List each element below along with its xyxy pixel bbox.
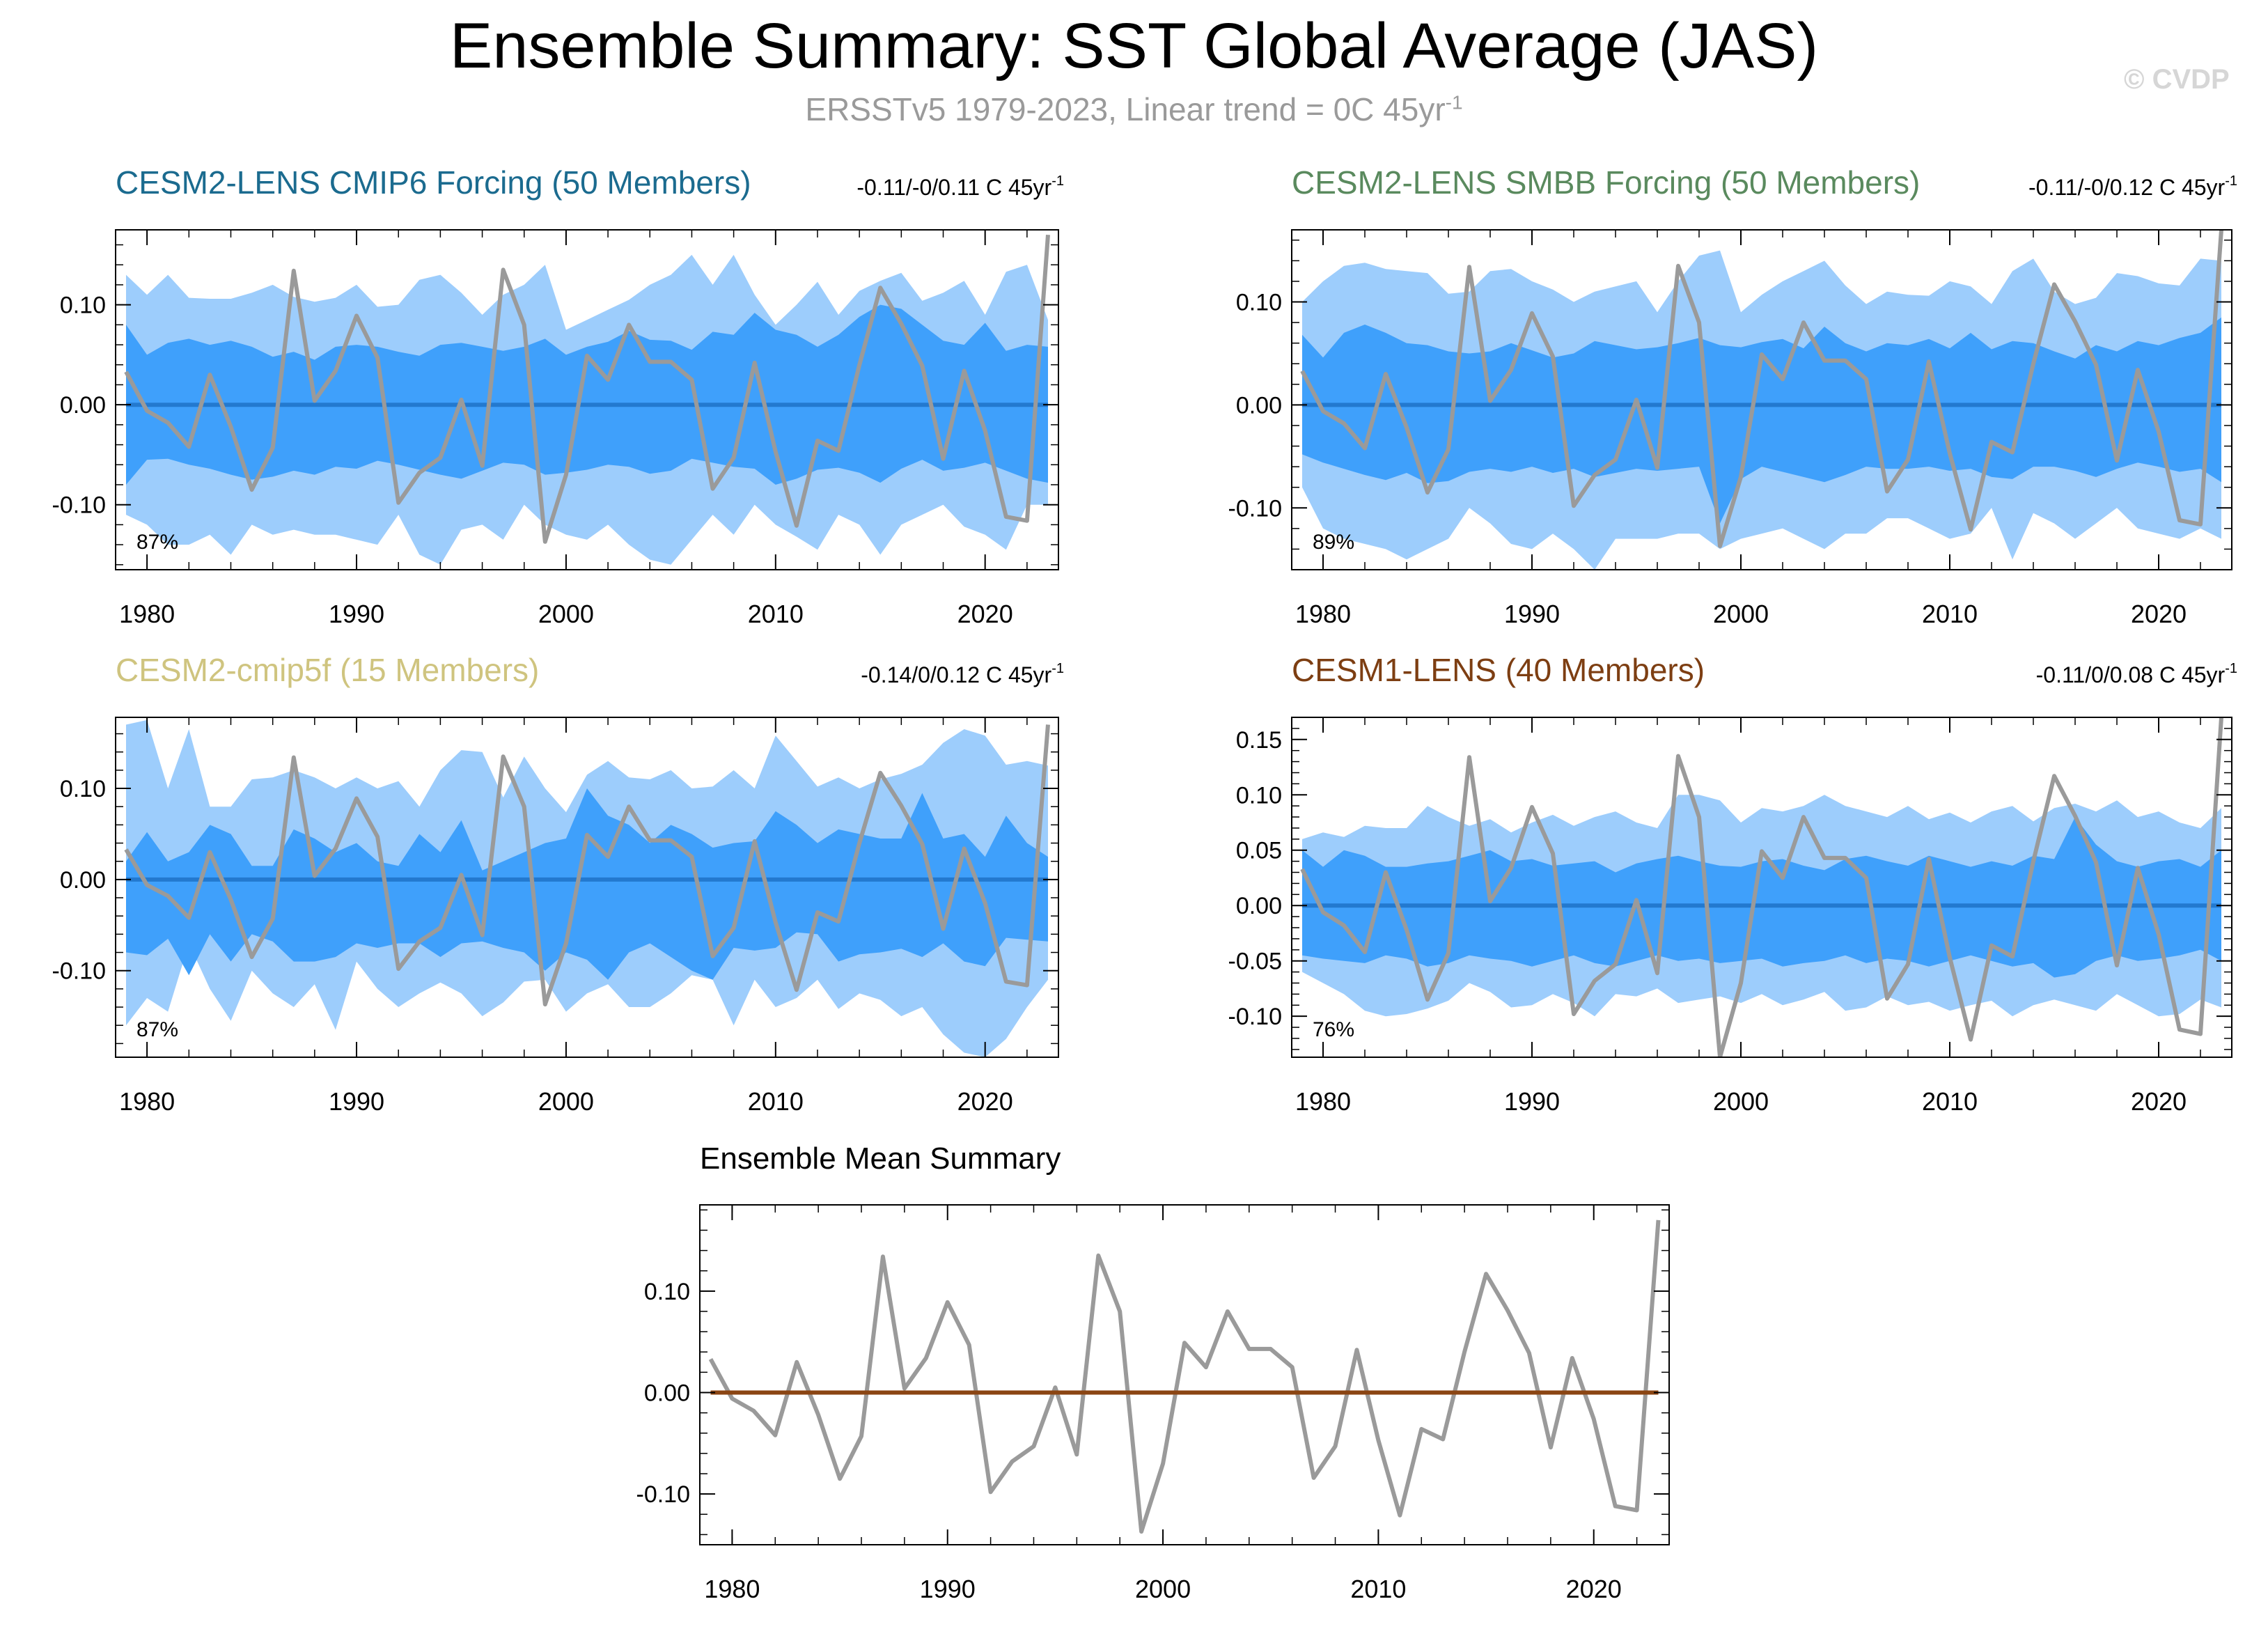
plot-area: [124, 719, 1050, 1057]
page-subtitle: ERSSTv5 1979-2023, Linear trend = 0C 45y…: [0, 91, 2268, 128]
trend-label: -0.11/-0/0.11 C 45yr-1: [857, 173, 1064, 200]
observations-line: [124, 724, 1050, 1007]
y-tick-label: -0.05: [1228, 949, 1283, 975]
x-tick-label: 2010: [1922, 600, 1978, 628]
plot-frame: [115, 229, 1059, 570]
y-tick-label: 0.10: [1236, 290, 1282, 316]
x-tick-label: 1980: [119, 600, 175, 628]
observations-line: [1300, 717, 2223, 1057]
plot-area: [1300, 717, 2223, 1057]
x-tick-label: 2000: [1713, 1087, 1769, 1116]
x-tick-label: 2000: [538, 1087, 594, 1116]
percent-label: 87%: [136, 531, 178, 554]
y-tick-label: -0.10: [52, 958, 107, 985]
plot-frame: [115, 717, 1059, 1058]
x-tick-label: 2020: [957, 600, 1013, 628]
chart-panel-1: -0.10 0.00 0.10 1980 1990 2000 2010 2020 CESM2-L…: [52, 164, 1065, 628]
percent-label: 76%: [1313, 1018, 1354, 1041]
y-tick-label: -0.10: [1228, 495, 1283, 522]
inner-spread-band: [1302, 817, 2221, 978]
x-tick-label: 1980: [119, 1087, 175, 1116]
plot-frame: [1291, 229, 2232, 570]
x-tick-label: 2000: [538, 600, 594, 628]
x-tick-label: 1980: [1295, 600, 1351, 628]
chart-panel-4: -0.10 -0.05 0.00 0.05 0.10 0.15 1980 1990 2000 20…: [1228, 652, 2238, 1116]
x-tick-label: 2020: [957, 1087, 1013, 1116]
percent-label: 87%: [136, 1018, 178, 1041]
trend-exponent: -1: [2225, 173, 2237, 189]
x-tick-label: 1990: [329, 1087, 384, 1116]
plot-frame: [1291, 717, 2232, 1058]
trend-label: -0.14/0/0.12 C 45yr-1: [861, 661, 1064, 687]
observations-line: [1300, 230, 2223, 548]
subtitle-exponent: -1: [1445, 91, 1463, 114]
x-tick-label: 2020: [2131, 1087, 2187, 1116]
y-tick-label: 0.10: [60, 776, 106, 802]
chart-title: CESM1-LENS (40 Members): [1292, 652, 1705, 688]
y-tick-label: 0.00: [1236, 392, 1282, 419]
y-tick-label: -0.10: [636, 1481, 691, 1508]
x-tick-label: 2000: [1135, 1575, 1191, 1603]
x-tick-label: 2020: [1566, 1575, 1622, 1603]
inner-spread-band: [1302, 317, 2221, 524]
cvdp-watermark: © CVDP: [2124, 64, 2230, 95]
observations-line: [708, 1219, 1661, 1534]
chart-panel-5: -0.10 0.00 0.10 1980 1990 2000 2010 2020 Ensembl…: [636, 1141, 1670, 1603]
chart-panel-3: -0.10 0.00 0.10 1980 1990 2000 2010 2020 CESM2-c…: [52, 652, 1065, 1116]
plot-area: [1300, 230, 2223, 570]
x-tick-label: 2010: [748, 1087, 804, 1116]
x-tick-label: 2000: [1713, 600, 1769, 628]
trend-exponent: -1: [2225, 661, 2237, 676]
x-tick-label: 2020: [2131, 600, 2187, 628]
inner-spread-band: [126, 788, 1048, 980]
x-tick-label: 1990: [1504, 600, 1560, 628]
trend-label: -0.11/0/0.08 C 45yr-1: [2036, 661, 2237, 687]
chart-title: CESM2-cmip5f (15 Members): [116, 652, 539, 688]
percent-label: 89%: [1313, 531, 1354, 554]
y-tick-label: 0.15: [1236, 727, 1282, 754]
chart-panel-2: -0.10 0.00 0.10 1980 1990 2000 2010 2020 CESM2-L…: [1228, 164, 2238, 628]
page-title: Ensemble Summary: SST Global Average (JA…: [449, 10, 1819, 81]
x-tick-label: 1990: [1504, 1087, 1560, 1116]
trend-exponent: -1: [1051, 661, 1064, 676]
x-tick-label: 1980: [1295, 1087, 1351, 1116]
chart-title: Ensemble Mean Summary: [700, 1141, 1061, 1176]
y-tick-label: 0.10: [60, 293, 106, 319]
chart-title: CESM2-LENS SMBB Forcing (50 Members): [1292, 164, 1920, 201]
x-tick-label: 2010: [748, 600, 804, 628]
trend-label: -0.11/-0/0.12 C 45yr-1: [2028, 173, 2237, 200]
plot-frame: [699, 1204, 1670, 1545]
y-tick-label: 0.00: [1236, 893, 1282, 919]
plot-area: [124, 234, 1050, 565]
x-tick-label: 1990: [920, 1575, 976, 1603]
y-tick-label: 0.10: [1236, 782, 1282, 809]
x-tick-label: 1990: [329, 600, 384, 628]
y-tick-label: 0.00: [60, 392, 106, 419]
observations-line: [124, 234, 1050, 544]
y-tick-label: 0.05: [1236, 838, 1282, 864]
y-tick-label: 0.00: [644, 1380, 690, 1406]
plot-area: [708, 1219, 1661, 1534]
x-tick-label: 2010: [1350, 1575, 1406, 1603]
y-tick-label: -0.10: [1228, 1004, 1283, 1030]
subtitle-text: ERSSTv5 1979-2023, Linear trend = 0C 45y…: [805, 91, 1446, 127]
y-tick-label: 0.10: [644, 1279, 690, 1305]
y-tick-label: 0.00: [60, 867, 106, 894]
chart-title: CESM2-LENS CMIP6 Forcing (50 Members): [116, 164, 751, 201]
x-tick-label: 2010: [1922, 1087, 1978, 1116]
trend-exponent: -1: [1051, 173, 1064, 189]
x-tick-label: 1980: [704, 1575, 760, 1603]
y-tick-label: -0.10: [52, 492, 107, 519]
